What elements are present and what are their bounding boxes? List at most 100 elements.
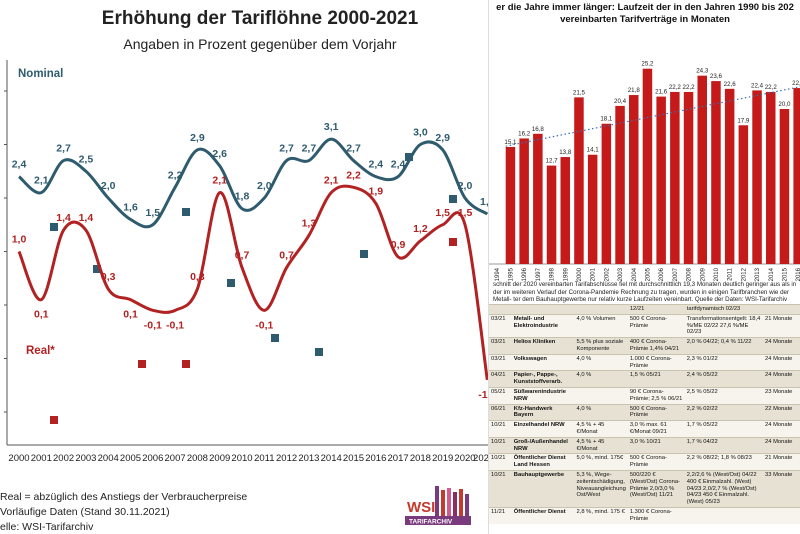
data-label-nominal-2016: 2,4 [368,159,383,171]
table-cell: 03/21 [489,337,512,355]
data-label-nominal-2002: 2,7 [56,143,71,155]
table-row: 06/21 Kfz-Handwerk Bayern 4,0 % 500 € Coron… [489,403,800,421]
bar-label-2015: 20,0 [778,101,791,108]
bar-tick-2005: 2005 [645,267,651,281]
bg-marker-6 [360,250,368,258]
table-cell: Öffentlicher Dienst Land Hessen [511,453,575,471]
table-cell: 1,7 % 05/22 [684,420,764,438]
bar-label-2011: 22,6 [724,81,737,88]
table-row: 10/21 Öffentlicher Dienst Land Hessen 5,0 … [489,453,800,471]
bg-marker-10 [50,416,58,424]
bar-tick-2010: 2010 [714,267,720,281]
table-cell: 2,0 % 04/22; 0,4 % 11/22 [684,337,764,355]
x-tick-label-2002: 2002 [53,453,74,464]
bg-marker-5 [315,348,323,356]
bg-marker-0 [50,223,58,231]
x-tick-label-2006: 2006 [142,453,163,464]
table-cell: 21 Monate [763,313,800,338]
legend-real: Real* [26,345,55,357]
bar-label-2004: 21,8 [628,87,641,94]
bar-2005 [642,68,653,264]
bar-tick-1997: 1997 [536,267,542,281]
bar-label-2009: 24,3 [696,68,709,75]
table-row: 05/21 Süßwarenindustrie NRW 90 € Corona-Pr… [489,386,800,405]
table-cell: Süßwarenindustrie NRW [511,386,575,405]
table-cell: 4,5 % + 45 €/Monat [574,420,628,438]
x-tick-label-2001: 2001 [31,453,52,464]
table-cell: Transformationsentgelt: 18,4 %/ME 02/22 … [684,313,764,338]
table-cell: 500 € Corona-Prämie [627,453,685,471]
table-cell: 4,0 % [574,370,628,388]
data-label-nominal-2013: 2,7 [302,143,317,155]
bar-label-2000: 21,5 [573,89,586,96]
data-label-nominal-2000: 2,4 [12,159,27,171]
bar-2012 [738,125,749,265]
data-label-nominal-2014: 3,1 [324,121,339,133]
bg-marker-4 [271,334,279,342]
table-cell: 05/21 [489,386,512,405]
x-tick-label-2000: 2000 [8,453,29,464]
table-cell: 24 Monate [763,337,800,355]
x-tick-label-2003: 2003 [75,453,96,464]
data-label-nominal-2020: 2,0 [458,180,473,192]
table-cell: 06/21 [489,403,512,421]
x-tick-label-2004: 2004 [98,453,119,464]
table-cell: 22 Monate [763,403,800,421]
table-cell: 5,3 %, Wege-zeitentschädigung, Niveauang… [574,469,628,508]
bar-tick-2007: 2007 [673,267,679,281]
data-label-nominal-2010: 1,8 [235,191,250,203]
x-tick-label-2007: 2007 [165,453,186,464]
chart-subtitle: Angaben in Prozent gegenüber dem Vorjahr [123,36,397,52]
bg-marker-13 [449,238,457,246]
chart-title: Erhöhung der Tariflöhne 2000-2021 [101,8,419,29]
x-tick-label-2020: 2020 [454,453,475,464]
bar-1998 [546,165,557,264]
footnote-provisional: Vorläufige Daten (Stand 30.11.2021) [0,506,170,518]
table-cell: 24 Monate [763,353,800,371]
bar-tick-2014: 2014 [769,267,775,281]
table-row-top: 12/21 tarifdynamisch 02/23 [489,304,800,315]
table-cell: Metall- und Elektroindustrie [511,313,575,338]
bar-tick-2006: 2006 [659,267,665,281]
table-cell: 400 € Corona-Prämie 1,4% 04/21 [627,337,685,355]
table-cell: 2,2 % 08/22; 1,8 % 08/23 [684,453,764,471]
bar-tick-1996: 1996 [522,267,528,281]
bar-label-2001: 14,1 [587,147,600,154]
bar-2016 [793,88,800,264]
data-label-real-2012: 0,7 [279,250,294,262]
table-cell: Groß-/Außenhandel NRW [511,436,575,454]
table-cell: 1,7 % 04/22 [684,436,764,454]
bg-marker-1 [93,265,101,273]
bg-marker-11 [138,360,146,368]
data-label-nominal-2012: 2,7 [279,143,294,155]
data-label-nominal-2007: 2,2 [168,169,183,181]
x-tick-label-2016: 2016 [365,453,386,464]
bg-marker-12 [182,360,190,368]
bar-label-2010: 23,6 [710,73,723,80]
data-label-nominal-2015: 2,7 [346,143,361,155]
table-row: 04/21 Papier-, Pappe-, Kunststoffverarb. 4… [489,370,800,388]
bar-2008 [683,91,694,264]
bar-tick-1998: 1998 [550,267,556,281]
table-row: 03/21 Metall- und Elektroindustrie 4,0 % V… [489,313,800,338]
x-tick-label-2013: 2013 [298,453,319,464]
svg-text:TARIFARCHIV: TARIFARCHIV [409,519,453,526]
bar-label-2003: 20,4 [614,98,627,105]
data-label-nominal-2004: 2,0 [101,180,116,192]
table-cell: 2,3 % 01/22 [684,353,764,371]
table-cell: Papier-, Pappe-, Kunststoffverarb. [511,370,575,388]
bar-tick-2009: 2009 [700,267,706,281]
table-cell: 03/21 [489,353,512,371]
bar-tick-2008: 2008 [687,267,693,281]
data-label-real-2003: 1,4 [79,212,94,224]
x-tick-label-2009: 2009 [209,453,230,464]
table-cell: 5,0 %, mind. 175€ [574,453,628,471]
table-cell: 24 Monate [763,436,800,454]
data-label-real-2000: 1,0 [12,234,27,246]
table-cell: 1.300 € Corona-Prämie [627,506,685,524]
table-cell: 4,5 % + 45 €/Monat [574,436,628,454]
table-cell [763,506,800,524]
bar-2015 [779,109,790,264]
bar-tick-2011: 2011 [728,267,734,281]
x-tick-label-2017: 2017 [388,453,409,464]
